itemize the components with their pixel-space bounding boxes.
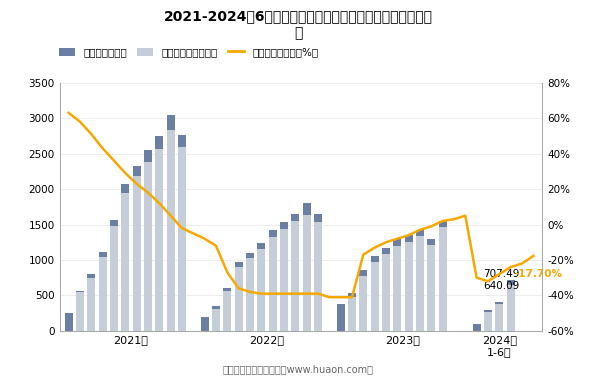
Bar xyxy=(303,215,311,331)
Bar xyxy=(371,256,378,331)
Bar xyxy=(348,297,356,331)
Bar xyxy=(495,302,504,331)
Bar xyxy=(427,239,436,331)
Bar xyxy=(87,278,95,331)
Bar xyxy=(439,227,447,331)
Bar xyxy=(110,226,118,331)
Bar xyxy=(405,235,412,331)
Bar xyxy=(371,262,378,331)
Text: 2021-2024年6月辽宁省房地产商品住宅及商品住宅现房销售
额: 2021-2024年6月辽宁省房地产商品住宅及商品住宅现房销售 额 xyxy=(163,9,433,41)
Bar xyxy=(76,292,84,331)
Bar xyxy=(178,135,186,331)
Bar xyxy=(484,310,492,331)
Bar xyxy=(337,304,344,331)
Bar xyxy=(64,313,73,331)
Bar xyxy=(132,176,141,331)
Bar xyxy=(348,293,356,331)
Bar xyxy=(280,229,288,331)
Text: 640.09: 640.09 xyxy=(483,281,520,291)
Bar xyxy=(144,150,152,331)
Bar xyxy=(98,258,107,331)
Bar xyxy=(439,221,447,331)
Bar xyxy=(393,239,401,331)
Bar xyxy=(166,129,175,331)
Bar xyxy=(257,243,265,331)
Bar xyxy=(224,291,231,331)
Bar xyxy=(507,285,515,331)
Bar xyxy=(110,220,118,331)
Bar xyxy=(359,276,367,331)
Bar xyxy=(178,147,186,331)
Bar xyxy=(291,214,299,331)
Bar xyxy=(269,230,277,331)
Bar xyxy=(201,317,209,331)
Bar xyxy=(144,162,152,331)
Bar xyxy=(98,252,107,331)
Bar xyxy=(314,222,322,331)
Text: 707.49: 707.49 xyxy=(483,269,520,279)
Bar xyxy=(87,274,95,331)
Bar xyxy=(224,288,231,331)
Bar xyxy=(121,193,129,331)
Bar xyxy=(359,270,367,331)
Bar xyxy=(303,203,311,331)
Bar xyxy=(314,214,322,331)
Bar xyxy=(269,237,277,331)
Bar xyxy=(484,312,492,331)
Bar xyxy=(427,245,436,331)
Bar xyxy=(416,236,424,331)
Bar xyxy=(212,306,220,331)
Bar xyxy=(76,291,84,331)
Bar xyxy=(280,222,288,331)
Bar xyxy=(405,242,412,331)
Bar xyxy=(473,323,481,331)
Legend: 商品房（亿元）, 商品房住宅（亿元）, 商品房销售增速（%）: 商品房（亿元）, 商品房住宅（亿元）, 商品房销售增速（%） xyxy=(55,43,322,62)
Bar xyxy=(507,280,515,331)
Bar xyxy=(155,149,163,331)
Bar xyxy=(235,267,243,331)
Bar xyxy=(382,254,390,331)
Bar xyxy=(132,166,141,331)
Bar xyxy=(166,115,175,331)
Bar xyxy=(416,230,424,331)
Bar xyxy=(495,304,504,331)
Bar xyxy=(382,249,390,331)
Bar xyxy=(155,136,163,331)
Bar xyxy=(246,258,254,331)
Bar xyxy=(291,221,299,331)
Bar xyxy=(121,184,129,331)
Bar xyxy=(235,262,243,331)
Text: -17.70%: -17.70% xyxy=(514,269,562,279)
Bar xyxy=(393,246,401,331)
Text: 制图：华经产业研究院（www.huaon.com）: 制图：华经产业研究院（www.huaon.com） xyxy=(222,364,374,374)
Bar xyxy=(257,249,265,331)
Bar xyxy=(246,253,254,331)
Bar xyxy=(212,309,220,331)
